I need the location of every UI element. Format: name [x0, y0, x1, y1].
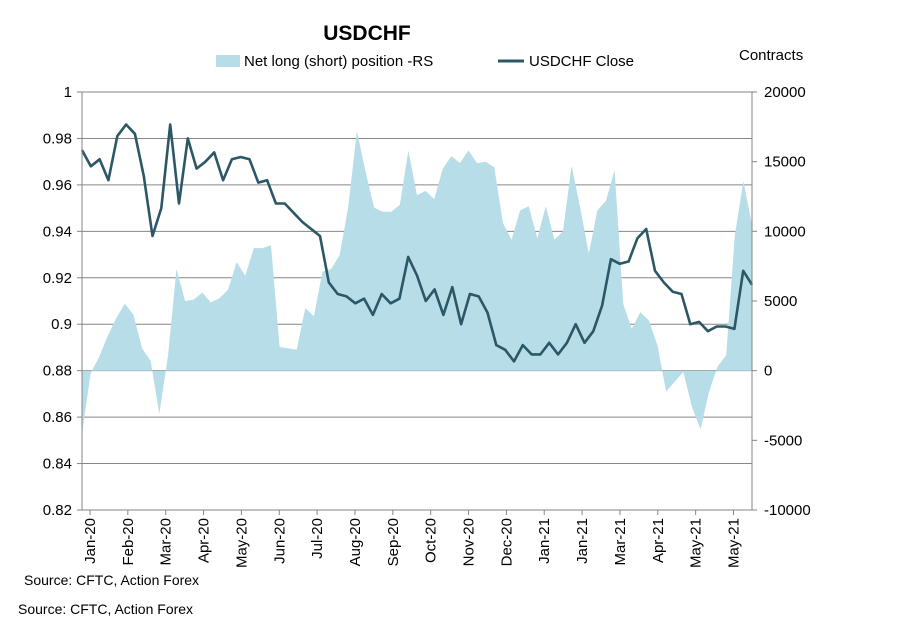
- y-right-tick-label: 20000: [764, 84, 806, 101]
- x-tick-label: Mar-20: [158, 518, 175, 566]
- net-position-area: [82, 131, 752, 434]
- source-note-repeat: Source: CFTC, Action Forex: [18, 601, 194, 617]
- y-left-tick-label: 0.92: [43, 270, 72, 287]
- x-tick-label: Feb-20: [120, 518, 137, 566]
- y-right-tick-label: -10000: [764, 502, 811, 519]
- legend-area-label: Net long (short) position -RS: [244, 53, 433, 70]
- area-layer: [82, 131, 752, 434]
- axes-layer: [77, 91, 757, 515]
- y-right-tick-label: -5000: [764, 432, 802, 449]
- legend-line-label: USDCHF Close: [529, 53, 634, 70]
- x-tick-label: May-20: [233, 518, 250, 568]
- y-right-tick-labels: -10000 -5000 0 5000 10000 15000 20000: [764, 84, 811, 519]
- y-left-tick-label: 0.84: [43, 456, 72, 473]
- y-right-tick-label: 15000: [764, 154, 806, 171]
- x-tick-label: Jul-20: [309, 518, 326, 559]
- x-tick-label: Apr-21: [650, 518, 667, 563]
- x-tick-label: Jan-21: [536, 518, 553, 564]
- source-note: Source: CFTC, Action Forex: [24, 572, 200, 588]
- x-tick-label: Jan-21: [574, 518, 591, 564]
- x-tick-label: Aug-20: [347, 518, 364, 566]
- x-tick-label: Jun-20: [271, 518, 288, 564]
- chart-title: USDCHF: [323, 22, 411, 45]
- legend-area-swatch: [216, 55, 240, 67]
- x-tick-label: Apr-20: [196, 518, 213, 563]
- x-tick-label: May-21: [726, 518, 743, 568]
- x-tick-label: May-21: [688, 518, 705, 568]
- y-left-tick-label: 0.9: [51, 316, 72, 333]
- y-left-tick-label: 0.82: [43, 502, 72, 519]
- x-tick-label: Dec-20: [498, 518, 515, 566]
- x-tick-label: Nov-20: [461, 518, 478, 566]
- x-tick-label: Jan-20: [82, 518, 99, 564]
- usdchf-close-line: [80, 123, 754, 363]
- y-left-tick-label: 1: [64, 84, 72, 101]
- y-right-tick-label: 10000: [764, 223, 806, 240]
- x-tick-label: Oct-20: [423, 518, 440, 563]
- legend: Net long (short) position -RS USDCHF Clo…: [216, 53, 634, 70]
- y-right-tick-label: 5000: [764, 293, 797, 310]
- line-layer: [80, 123, 754, 363]
- y-left-tick-label: 0.88: [43, 363, 72, 380]
- y-left-tick-label: 0.86: [43, 409, 72, 426]
- y-left-tick-label: 0.96: [43, 177, 72, 194]
- y-left-tick-label: 0.98: [43, 130, 72, 147]
- y-right-tick-label: 0: [764, 363, 772, 380]
- y-left-tick-label: 0.94: [43, 223, 72, 240]
- y-left-tick-labels: 0.82 0.84 0.86 0.88 0.9 0.92 0.94 0.96 0.98 1: [43, 84, 72, 519]
- x-tick-label: Sep-20: [385, 518, 402, 566]
- right-axis-title: Contracts: [739, 47, 803, 64]
- x-tick-label: Mar-21: [612, 518, 629, 566]
- x-tick-labels: Jan-20 Feb-20 Mar-20 Apr-20 May-20 Jun-20 Jul-…: [82, 518, 743, 568]
